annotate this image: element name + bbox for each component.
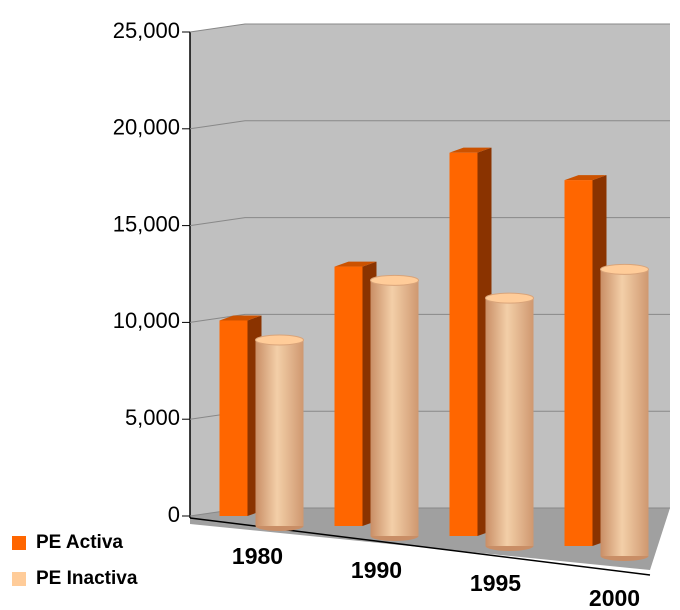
floor	[190, 508, 670, 570]
y-tick-label: 5,000	[125, 405, 180, 430]
legend-swatch	[12, 572, 26, 586]
x-tick-label: 1995	[470, 570, 521, 596]
back-wall	[190, 24, 670, 516]
y-tick-label: 0	[168, 502, 180, 527]
cylinder-body	[255, 340, 304, 526]
bar-top	[449, 147, 492, 153]
bar-top	[564, 175, 607, 181]
cylinder-top	[485, 292, 534, 304]
cylinder-top	[370, 274, 419, 286]
bar	[449, 147, 492, 536]
cylinder-body	[485, 298, 534, 546]
y-tick-label: 10,000	[113, 308, 180, 333]
cylinder-body	[600, 269, 649, 556]
cylinder-top	[600, 263, 649, 275]
cylinder	[255, 334, 304, 531]
y-tick-label: 25,000	[113, 18, 180, 43]
bar-front	[334, 266, 363, 526]
x-tick-label: 2000	[589, 585, 640, 610]
cylinder-top	[255, 334, 304, 346]
bar	[334, 261, 377, 526]
cylinder	[370, 274, 419, 541]
legend-label: PE Activa	[36, 532, 123, 553]
y-tick-label: 15,000	[113, 211, 180, 236]
bar-top	[334, 261, 377, 267]
bar-top	[219, 315, 262, 321]
bar	[219, 315, 262, 516]
x-tick-label: 1990	[351, 557, 402, 583]
plot-walls	[189, 24, 670, 576]
cylinder	[485, 292, 534, 551]
bar-front	[449, 152, 478, 536]
bar-front	[564, 180, 593, 546]
legend-label: PE Inactiva	[36, 568, 138, 589]
grid-line	[189, 120, 670, 130]
grid-line	[189, 23, 670, 33]
bar	[564, 175, 607, 546]
cylinder	[600, 263, 649, 561]
x-tick-label: 1980	[232, 543, 283, 569]
bar-front	[219, 320, 248, 516]
legend-swatch	[12, 536, 26, 550]
y-tick-label: 20,000	[113, 115, 180, 140]
cylinder-body	[370, 280, 419, 536]
grid-line	[189, 217, 670, 227]
